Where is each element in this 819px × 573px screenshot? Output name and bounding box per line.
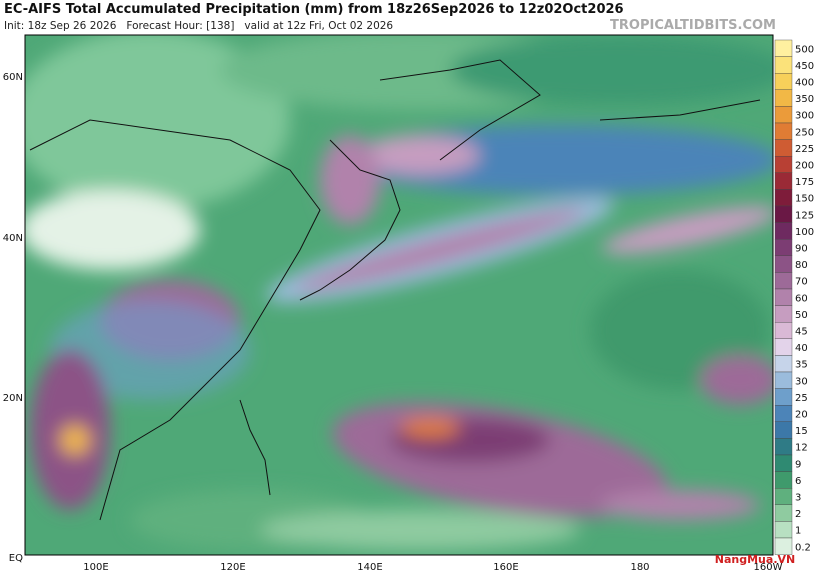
colorbar-swatch <box>774 155 793 173</box>
colorbar-swatch <box>774 238 793 256</box>
colorbar-label: 15 <box>795 426 808 437</box>
colorbar-swatch <box>774 189 793 207</box>
colorbar-swatch <box>774 172 793 190</box>
colorbar-label: 45 <box>795 327 808 338</box>
colorbar-label: 200 <box>795 161 814 172</box>
colorbar-swatch <box>774 89 793 107</box>
lat-label: 20N <box>3 393 23 404</box>
colorbar-swatch <box>774 139 793 157</box>
colorbar-swatch <box>774 371 793 389</box>
colorbar-swatch <box>774 288 793 306</box>
colorbar-label: 20 <box>795 410 808 421</box>
lon-label: 100E <box>83 562 108 573</box>
map-frame <box>24 34 774 556</box>
colorbar-swatch <box>774 322 793 340</box>
colorbar-label: 12 <box>795 443 808 454</box>
colorbar-swatch <box>774 471 793 489</box>
colorbar-label: 6 <box>795 476 801 487</box>
colorbar-swatch <box>774 537 793 555</box>
colorbar-swatch <box>774 405 793 423</box>
colorbar-swatch <box>774 255 793 273</box>
colorbar-swatch <box>774 438 793 456</box>
colorbar-label: 225 <box>795 144 814 155</box>
lon-label: 160W <box>754 562 783 573</box>
precip-field <box>25 35 773 555</box>
lon-label: 180 <box>630 562 649 573</box>
colorbar-label: 175 <box>795 177 814 188</box>
colorbar-label: 500 <box>795 44 814 55</box>
watermark: TROPICALTIDBITS.COM <box>610 18 776 33</box>
colorbar-swatch <box>774 205 793 223</box>
colorbar-label: 350 <box>795 94 814 105</box>
lat-label: 40N <box>3 233 23 244</box>
colorbar-swatch <box>774 454 793 472</box>
colorbar-label: 400 <box>795 78 814 89</box>
colorbar-label: 250 <box>795 127 814 138</box>
colorbar-label: 70 <box>795 277 808 288</box>
colorbar-label: 150 <box>795 194 814 205</box>
colorbar-swatch <box>774 488 793 506</box>
colorbar-label: 0.2 <box>795 542 811 553</box>
lat-labels: 60N 40N 20N EQ <box>3 72 23 564</box>
lat-label: 60N <box>3 72 23 83</box>
colorbar-swatch <box>774 56 793 74</box>
title: EC-AIFS Total Accumulated Precipitation … <box>4 2 624 17</box>
colorbar-swatch <box>774 521 793 539</box>
colorbar-swatch <box>774 338 793 356</box>
colorbar-swatch <box>774 388 793 406</box>
colorbar-swatch <box>774 72 793 90</box>
lon-label: 140E <box>357 562 382 573</box>
lat-label: EQ <box>9 553 23 564</box>
lon-label: 160E <box>493 562 518 573</box>
lon-label: 120E <box>220 562 245 573</box>
colorbar-label: 50 <box>795 310 808 321</box>
colorbar-swatch <box>774 106 793 124</box>
colorbar-label: 60 <box>795 293 808 304</box>
colorbar-label: 1 <box>795 526 801 537</box>
colorbar-swatch <box>774 421 793 439</box>
colorbar-swatch <box>774 272 793 290</box>
colorbar-label: 35 <box>795 360 808 371</box>
colorbar-label: 90 <box>795 244 808 255</box>
colorbar: 5004504003503002502252001751501251009080… <box>774 39 814 555</box>
colorbar-swatch <box>774 39 793 57</box>
colorbar-label: 3 <box>795 493 801 504</box>
colorbar-label: 80 <box>795 260 808 271</box>
colorbar-label: 100 <box>795 227 814 238</box>
subtitle: Init: 18z Sep 26 2026 Forecast Hour: [13… <box>4 20 393 32</box>
colorbar-swatch <box>774 355 793 373</box>
colorbar-label: 300 <box>795 111 814 122</box>
colorbar-label: 25 <box>795 393 808 404</box>
colorbar-swatch <box>774 504 793 522</box>
colorbar-swatch <box>774 222 793 240</box>
colorbar-label: 40 <box>795 343 808 354</box>
colorbar-label: 2 <box>795 509 801 520</box>
colorbar-label: 125 <box>795 210 814 221</box>
colorbar-swatch <box>774 122 793 140</box>
colorbar-label: 450 <box>795 61 814 72</box>
logo-text: NangMua.VN <box>715 553 795 566</box>
colorbar-swatch <box>774 305 793 323</box>
lon-labels: 100E 120E 140E 160E 180 160W <box>83 562 782 573</box>
colorbar-label: 30 <box>795 376 808 387</box>
colorbar-label: 9 <box>795 459 801 470</box>
